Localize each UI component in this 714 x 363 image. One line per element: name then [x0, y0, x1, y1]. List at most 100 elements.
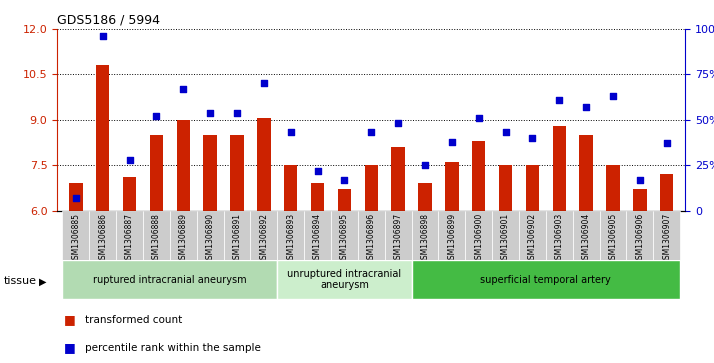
Bar	[176, 120, 190, 211]
Point	[553, 97, 565, 103]
Text: tissue: tissue	[4, 276, 36, 286]
Text: GSM1306887: GSM1306887	[125, 213, 134, 264]
Text: GSM1306889: GSM1306889	[178, 213, 188, 264]
FancyBboxPatch shape	[251, 211, 277, 260]
FancyBboxPatch shape	[385, 211, 411, 260]
Text: superficial temporal artery: superficial temporal artery	[481, 274, 611, 285]
Point	[527, 135, 538, 141]
FancyBboxPatch shape	[438, 211, 466, 260]
Point	[446, 139, 458, 144]
FancyBboxPatch shape	[358, 211, 385, 260]
Text: GDS5186 / 5994: GDS5186 / 5994	[57, 13, 160, 26]
Point	[70, 195, 81, 201]
Point	[97, 33, 109, 39]
Bar	[69, 183, 83, 211]
Point	[312, 168, 323, 174]
Text: GSM1306905: GSM1306905	[608, 213, 618, 264]
Bar	[257, 118, 271, 211]
Text: GSM1306886: GSM1306886	[99, 213, 107, 264]
Bar	[365, 165, 378, 211]
FancyBboxPatch shape	[277, 211, 304, 260]
Point	[634, 177, 645, 183]
FancyBboxPatch shape	[653, 211, 680, 260]
Point	[661, 140, 673, 146]
Point	[151, 113, 162, 119]
Bar	[499, 165, 512, 211]
Text: GSM1306893: GSM1306893	[286, 213, 295, 264]
Text: GSM1306898: GSM1306898	[421, 213, 430, 264]
Bar	[150, 135, 164, 211]
Text: ■: ■	[64, 341, 75, 354]
FancyBboxPatch shape	[519, 211, 545, 260]
Text: GSM1306903: GSM1306903	[555, 213, 564, 264]
Bar	[284, 165, 298, 211]
Text: GSM1306902: GSM1306902	[528, 213, 537, 264]
FancyBboxPatch shape	[63, 211, 89, 260]
Point	[204, 110, 216, 115]
Text: percentile rank within the sample: percentile rank within the sample	[86, 343, 261, 352]
Text: GSM1306890: GSM1306890	[206, 213, 215, 264]
Point	[338, 177, 350, 183]
FancyBboxPatch shape	[197, 211, 223, 260]
FancyBboxPatch shape	[466, 211, 492, 260]
Text: ▶: ▶	[39, 276, 47, 286]
Bar	[579, 135, 593, 211]
Text: ■: ■	[64, 313, 75, 326]
Text: GSM1306901: GSM1306901	[501, 213, 510, 264]
Text: GSM1306894: GSM1306894	[313, 213, 322, 264]
Point	[231, 110, 243, 115]
Text: unruptured intracranial
aneurysm: unruptured intracranial aneurysm	[287, 269, 401, 290]
Bar	[231, 135, 243, 211]
Bar	[96, 65, 109, 211]
Text: GSM1306904: GSM1306904	[582, 213, 590, 264]
Text: GSM1306900: GSM1306900	[474, 213, 483, 264]
FancyBboxPatch shape	[411, 260, 680, 299]
Text: GSM1306891: GSM1306891	[233, 213, 241, 264]
Text: transformed count: transformed count	[86, 315, 183, 325]
Point	[285, 130, 296, 135]
Bar	[606, 165, 620, 211]
FancyBboxPatch shape	[600, 211, 626, 260]
Text: GSM1306907: GSM1306907	[662, 213, 671, 264]
FancyBboxPatch shape	[545, 211, 573, 260]
Bar	[553, 126, 566, 211]
Bar	[391, 147, 405, 211]
FancyBboxPatch shape	[411, 211, 438, 260]
Bar	[633, 189, 646, 211]
Bar	[203, 135, 217, 211]
FancyBboxPatch shape	[223, 211, 251, 260]
Point	[419, 162, 431, 168]
Text: GSM1306897: GSM1306897	[393, 213, 403, 264]
Text: GSM1306899: GSM1306899	[448, 213, 456, 264]
FancyBboxPatch shape	[573, 211, 600, 260]
Text: GSM1306888: GSM1306888	[152, 213, 161, 264]
Point	[607, 93, 618, 99]
Bar	[123, 177, 136, 211]
Bar	[338, 189, 351, 211]
Point	[580, 104, 592, 110]
Bar	[418, 183, 432, 211]
Point	[258, 81, 270, 86]
FancyBboxPatch shape	[63, 260, 277, 299]
Bar	[445, 162, 458, 211]
Text: GSM1306906: GSM1306906	[635, 213, 644, 264]
Bar	[311, 183, 324, 211]
Bar	[660, 174, 673, 211]
Text: GSM1306895: GSM1306895	[340, 213, 349, 264]
FancyBboxPatch shape	[331, 211, 358, 260]
Bar	[526, 165, 539, 211]
FancyBboxPatch shape	[89, 211, 116, 260]
FancyBboxPatch shape	[116, 211, 143, 260]
Text: GSM1306896: GSM1306896	[367, 213, 376, 264]
FancyBboxPatch shape	[143, 211, 170, 260]
FancyBboxPatch shape	[170, 211, 197, 260]
FancyBboxPatch shape	[626, 211, 653, 260]
Point	[366, 130, 377, 135]
Text: GSM1306885: GSM1306885	[71, 213, 81, 264]
Text: GSM1306892: GSM1306892	[259, 213, 268, 264]
Bar	[472, 141, 486, 211]
FancyBboxPatch shape	[492, 211, 519, 260]
FancyBboxPatch shape	[277, 260, 411, 299]
Point	[178, 86, 189, 92]
Point	[500, 130, 511, 135]
